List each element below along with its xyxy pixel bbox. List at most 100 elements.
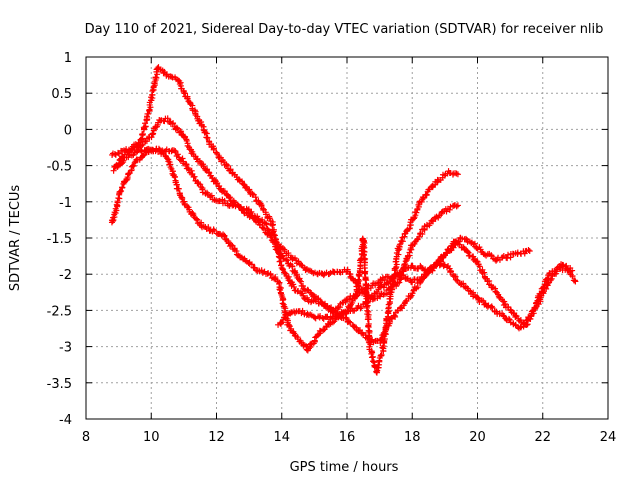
x-tick-label: 22 <box>534 430 551 445</box>
data-point <box>569 272 576 279</box>
data-point <box>110 167 117 174</box>
data-point <box>284 257 291 264</box>
data-point <box>363 281 370 288</box>
data-point <box>361 270 368 277</box>
series-4 <box>108 146 461 376</box>
y-tick-label: -0.5 <box>47 160 72 175</box>
y-tick-label: -1.5 <box>47 232 72 247</box>
y-tick-label: 0.5 <box>51 87 72 102</box>
x-tick-label: 12 <box>208 430 225 445</box>
data-point <box>298 278 305 285</box>
data-point <box>504 255 511 262</box>
data-point <box>481 269 488 276</box>
data-point <box>506 316 513 323</box>
data-point <box>262 209 269 216</box>
data-point <box>489 304 496 311</box>
data-point <box>454 202 461 209</box>
data-point <box>223 161 230 168</box>
data-point <box>282 256 289 263</box>
data-point <box>191 173 198 180</box>
data-point <box>213 180 220 187</box>
data-point <box>420 225 427 232</box>
data-point <box>226 167 233 174</box>
data-point <box>281 269 288 276</box>
data-point <box>481 274 488 281</box>
data-point <box>211 176 218 183</box>
data-point <box>248 261 255 268</box>
data-point <box>266 215 273 222</box>
axis-ticks <box>85 56 609 420</box>
data-point <box>149 88 156 95</box>
data-point <box>276 258 283 265</box>
data-point <box>475 295 482 302</box>
data-point <box>271 232 278 239</box>
data-point <box>455 238 462 245</box>
y-tick-label: 0 <box>64 123 72 138</box>
data-point <box>244 207 251 214</box>
x-tick-label: 8 <box>82 430 90 445</box>
data-point <box>374 367 381 374</box>
data-point <box>296 277 303 284</box>
x-tick-label: 14 <box>273 430 290 445</box>
data-point <box>279 300 286 307</box>
data-point <box>353 288 360 295</box>
data-point <box>262 220 269 227</box>
data-point <box>453 203 460 210</box>
data-point <box>139 141 146 148</box>
x-tick-label: 24 <box>600 430 617 445</box>
data-point <box>279 266 286 273</box>
data-point <box>176 156 183 163</box>
data-point <box>413 209 420 216</box>
data-point <box>267 271 274 278</box>
data-point <box>174 125 181 132</box>
data-point <box>228 241 235 248</box>
data-point <box>346 296 353 303</box>
data-point <box>175 185 182 192</box>
data-point <box>153 74 160 81</box>
data-point <box>270 275 277 282</box>
data-point <box>400 268 407 275</box>
data-point <box>514 249 521 256</box>
y-tick-label: -3.5 <box>47 377 72 392</box>
data-point <box>502 300 509 307</box>
data-point <box>525 247 532 254</box>
data-point <box>375 279 382 286</box>
data-point <box>118 187 125 194</box>
data-point <box>326 271 333 278</box>
data-point <box>319 315 326 322</box>
data-point <box>423 191 430 198</box>
y-tick-label: -2 <box>59 268 72 283</box>
y-tick-label: 1 <box>64 51 72 66</box>
data-point <box>397 270 404 277</box>
data-point <box>216 185 223 192</box>
data-point <box>119 184 126 191</box>
data-point <box>130 163 137 170</box>
data-point <box>133 142 140 149</box>
data-point <box>150 130 157 137</box>
data-point <box>475 295 482 302</box>
data-point <box>402 258 409 265</box>
y-axis-tick-labels: 1 0.5 0 -0.5 -1 -1.5 -2 -2.5 -3 -3.5 -4 <box>47 51 72 428</box>
data-point <box>377 283 384 290</box>
y-tick-label: -3 <box>59 341 72 356</box>
data-point <box>526 316 533 323</box>
data-point <box>197 181 204 188</box>
x-tick-label: 18 <box>404 430 421 445</box>
data-point <box>278 290 285 297</box>
x-tick-label: 10 <box>143 430 160 445</box>
data-point <box>222 236 229 243</box>
data-point <box>142 123 149 130</box>
data-point <box>357 305 364 312</box>
x-axis-tick-labels: 8 10 12 14 16 18 20 22 24 <box>82 430 616 445</box>
data-point <box>298 262 305 269</box>
data-point <box>418 264 425 271</box>
data-point <box>123 177 130 184</box>
data-point <box>227 166 234 173</box>
data-point <box>355 327 362 334</box>
y-tick-label: -4 <box>59 413 72 428</box>
data-point <box>305 345 312 352</box>
data-point <box>117 188 124 195</box>
data-point <box>443 264 450 271</box>
